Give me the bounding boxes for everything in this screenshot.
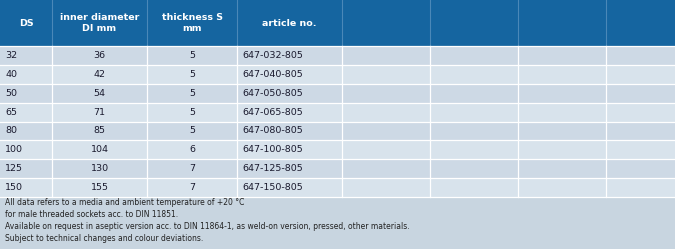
- Text: 647-032-805: 647-032-805: [242, 51, 303, 60]
- Text: 647-100-805: 647-100-805: [242, 145, 303, 154]
- Bar: [0, 197, 675, 249]
- Text: article no.: article no.: [263, 18, 317, 27]
- Text: 100: 100: [5, 145, 23, 154]
- Text: 130: 130: [90, 164, 109, 173]
- Text: 42: 42: [94, 70, 105, 79]
- Text: 50: 50: [5, 89, 17, 98]
- Text: 5: 5: [189, 89, 195, 98]
- Text: 7: 7: [189, 183, 195, 192]
- Text: 155: 155: [90, 183, 109, 192]
- Text: 7: 7: [189, 164, 195, 173]
- Text: thickness S
mm: thickness S mm: [161, 13, 223, 33]
- Text: 647-080-805: 647-080-805: [242, 126, 303, 135]
- Bar: [0, 159, 675, 178]
- Bar: [0, 122, 675, 140]
- Text: inner diameter
DI mm: inner diameter DI mm: [60, 13, 139, 33]
- Bar: [0, 84, 675, 103]
- Bar: [0, 65, 675, 84]
- Text: 32: 32: [5, 51, 17, 60]
- Text: 647-150-805: 647-150-805: [242, 183, 303, 192]
- Text: 150: 150: [5, 183, 23, 192]
- Bar: [0, 140, 675, 159]
- Text: DS: DS: [19, 18, 33, 27]
- Text: 54: 54: [94, 89, 105, 98]
- Text: All data refers to a media and ambient temperature of +20 °C
for male threaded s: All data refers to a media and ambient t…: [5, 198, 410, 243]
- Bar: [0, 46, 675, 65]
- Text: 6: 6: [189, 145, 195, 154]
- Text: 104: 104: [90, 145, 109, 154]
- Text: 40: 40: [5, 70, 17, 79]
- Text: 85: 85: [94, 126, 105, 135]
- Bar: [0, 0, 675, 46]
- Bar: [0, 178, 675, 197]
- Bar: [0, 103, 675, 122]
- Text: 5: 5: [189, 108, 195, 117]
- Text: 5: 5: [189, 126, 195, 135]
- Text: 5: 5: [189, 51, 195, 60]
- Text: 647-125-805: 647-125-805: [242, 164, 303, 173]
- Text: 647-040-805: 647-040-805: [242, 70, 303, 79]
- Text: 647-065-805: 647-065-805: [242, 108, 303, 117]
- Text: 80: 80: [5, 126, 17, 135]
- Text: 65: 65: [5, 108, 17, 117]
- Text: 647-050-805: 647-050-805: [242, 89, 303, 98]
- Text: 5: 5: [189, 70, 195, 79]
- Text: 125: 125: [5, 164, 23, 173]
- Text: 71: 71: [94, 108, 105, 117]
- Text: 36: 36: [93, 51, 105, 60]
